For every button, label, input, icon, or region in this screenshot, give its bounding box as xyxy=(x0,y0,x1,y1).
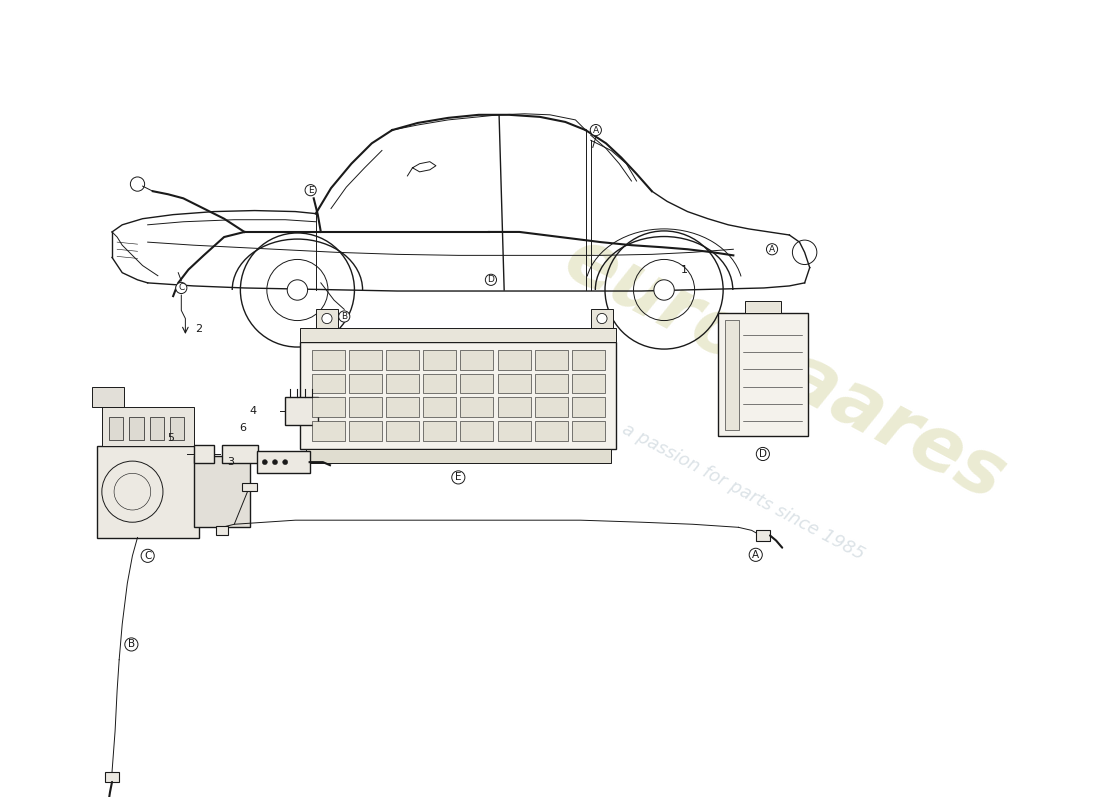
Circle shape xyxy=(653,280,674,300)
FancyBboxPatch shape xyxy=(102,407,194,446)
FancyBboxPatch shape xyxy=(242,482,256,490)
Text: A: A xyxy=(593,126,598,134)
FancyBboxPatch shape xyxy=(424,398,456,417)
FancyBboxPatch shape xyxy=(461,398,494,417)
FancyBboxPatch shape xyxy=(497,350,530,370)
Text: D: D xyxy=(487,275,494,284)
Text: 2: 2 xyxy=(195,324,202,334)
FancyBboxPatch shape xyxy=(497,398,530,417)
FancyBboxPatch shape xyxy=(222,445,257,463)
FancyBboxPatch shape xyxy=(349,374,382,394)
FancyBboxPatch shape xyxy=(349,398,382,417)
FancyBboxPatch shape xyxy=(756,530,770,541)
Text: E: E xyxy=(455,473,462,482)
FancyBboxPatch shape xyxy=(300,328,616,342)
Text: E: E xyxy=(308,186,314,194)
FancyBboxPatch shape xyxy=(725,319,739,430)
Text: A: A xyxy=(752,550,759,560)
FancyBboxPatch shape xyxy=(349,421,382,441)
Circle shape xyxy=(287,280,308,300)
Text: D: D xyxy=(759,449,767,459)
FancyBboxPatch shape xyxy=(216,526,228,535)
FancyBboxPatch shape xyxy=(718,314,807,436)
FancyBboxPatch shape xyxy=(194,456,250,527)
FancyBboxPatch shape xyxy=(572,421,605,441)
FancyBboxPatch shape xyxy=(316,310,338,328)
FancyBboxPatch shape xyxy=(170,418,185,440)
FancyBboxPatch shape xyxy=(194,445,213,463)
Circle shape xyxy=(262,459,267,465)
FancyBboxPatch shape xyxy=(386,374,419,394)
FancyBboxPatch shape xyxy=(424,421,456,441)
FancyBboxPatch shape xyxy=(535,350,568,370)
Text: C: C xyxy=(178,283,185,293)
FancyBboxPatch shape xyxy=(311,350,344,370)
FancyBboxPatch shape xyxy=(109,418,123,440)
Text: 6: 6 xyxy=(239,422,246,433)
Text: 5: 5 xyxy=(167,433,175,442)
FancyBboxPatch shape xyxy=(256,451,309,474)
Text: a passion for parts since 1985: a passion for parts since 1985 xyxy=(619,420,868,563)
FancyBboxPatch shape xyxy=(424,374,456,394)
FancyBboxPatch shape xyxy=(745,302,781,314)
FancyBboxPatch shape xyxy=(591,310,613,328)
Text: A: A xyxy=(769,245,776,254)
FancyBboxPatch shape xyxy=(311,374,344,394)
Text: B: B xyxy=(341,312,348,321)
Text: C: C xyxy=(144,551,152,561)
FancyBboxPatch shape xyxy=(311,421,344,441)
FancyBboxPatch shape xyxy=(572,350,605,370)
FancyBboxPatch shape xyxy=(91,386,124,407)
FancyBboxPatch shape xyxy=(386,350,419,370)
FancyBboxPatch shape xyxy=(461,350,494,370)
FancyBboxPatch shape xyxy=(97,446,199,538)
FancyBboxPatch shape xyxy=(311,398,344,417)
FancyBboxPatch shape xyxy=(150,418,164,440)
FancyBboxPatch shape xyxy=(461,421,494,441)
FancyBboxPatch shape xyxy=(349,350,382,370)
Text: 4: 4 xyxy=(250,406,256,416)
Text: 3: 3 xyxy=(228,457,234,467)
Text: B: B xyxy=(128,639,135,650)
FancyBboxPatch shape xyxy=(535,398,568,417)
Circle shape xyxy=(283,459,288,465)
FancyBboxPatch shape xyxy=(386,421,419,441)
Circle shape xyxy=(322,314,332,324)
FancyBboxPatch shape xyxy=(130,418,144,440)
FancyBboxPatch shape xyxy=(535,421,568,441)
FancyBboxPatch shape xyxy=(461,374,494,394)
FancyBboxPatch shape xyxy=(497,421,530,441)
Circle shape xyxy=(597,314,607,324)
FancyBboxPatch shape xyxy=(535,374,568,394)
Circle shape xyxy=(273,459,277,465)
Text: 1: 1 xyxy=(681,265,688,274)
FancyBboxPatch shape xyxy=(104,772,119,782)
FancyBboxPatch shape xyxy=(306,449,612,463)
FancyBboxPatch shape xyxy=(424,350,456,370)
FancyBboxPatch shape xyxy=(285,397,318,426)
FancyBboxPatch shape xyxy=(386,398,419,417)
FancyBboxPatch shape xyxy=(572,374,605,394)
Text: europaares: europaares xyxy=(551,222,1018,517)
FancyBboxPatch shape xyxy=(572,398,605,417)
FancyBboxPatch shape xyxy=(300,342,616,449)
FancyBboxPatch shape xyxy=(497,374,530,394)
